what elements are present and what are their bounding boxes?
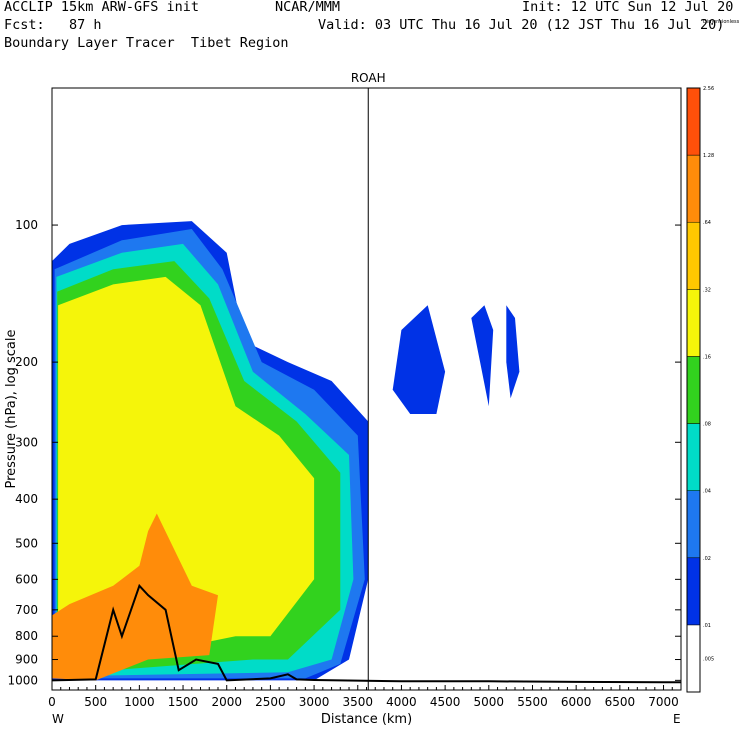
header-line2-right: Valid: 03 UTC Thu 16 Jul 20 (12 JST Thu … bbox=[318, 17, 725, 33]
chart-title: ROAH bbox=[351, 71, 386, 85]
colorbar-swatch bbox=[686, 289, 701, 357]
colorbar-swatch bbox=[686, 423, 701, 491]
fill-contour-8 bbox=[506, 305, 520, 399]
colorbar-frame bbox=[686, 87, 701, 693]
colorbar-label: Dimensionless bbox=[703, 19, 740, 25]
colorbar-label: .02 bbox=[703, 556, 711, 562]
fill-contour-7 bbox=[471, 305, 494, 407]
x-tick-label: 2000 bbox=[211, 695, 242, 709]
x-tick-label: 3000 bbox=[299, 695, 330, 709]
colorbar-label: .04 bbox=[703, 489, 711, 495]
colorbar-label: .16 bbox=[703, 354, 711, 360]
colorbar-label: .32 bbox=[703, 287, 711, 293]
colorbar-label: .08 bbox=[703, 422, 711, 428]
colorbar-swatch bbox=[686, 154, 701, 223]
x-tick-label: 3500 bbox=[342, 695, 373, 709]
y-tick-label: 300 bbox=[15, 435, 38, 449]
x-ticks: 0 500 1000 1500 2000 2500 3000 3500 4000 4500 5000… bbox=[48, 685, 682, 709]
x-tick-label: 4000 bbox=[386, 695, 417, 709]
x-tick-label: 7000 bbox=[648, 695, 679, 709]
x-end-label-right: E bbox=[673, 712, 681, 726]
y-tick-label: 600 bbox=[15, 572, 38, 586]
x-tick-label: 1500 bbox=[168, 695, 199, 709]
x-tick-label: 500 bbox=[84, 695, 107, 709]
colorbar-swatch bbox=[686, 490, 701, 559]
x-tick-label: 4500 bbox=[430, 695, 461, 709]
colorbar: .005 .01 .02 .04 .08 .16 .32 .64 1.28 2.56 Dimensi… bbox=[686, 19, 740, 693]
y-tick-label: 900 bbox=[15, 653, 38, 667]
header-line3-left: Boundary Layer Tracer Tibet Region bbox=[4, 35, 289, 51]
colorbar-label: .01 bbox=[703, 623, 711, 629]
y-tick-label: 1000 bbox=[7, 673, 38, 687]
colorbar-swatch bbox=[686, 557, 701, 626]
y-tick-label: 700 bbox=[15, 603, 38, 617]
y-tick-label: 200 bbox=[15, 355, 38, 369]
colorbar-swatch bbox=[686, 356, 701, 424]
colorbar-label: 2.56 bbox=[703, 86, 714, 92]
y-tick-label: 100 bbox=[15, 218, 38, 232]
header-line2-left: Fcst: 87 h bbox=[4, 17, 102, 33]
y-tick-label: 400 bbox=[15, 492, 38, 506]
colorbar-label: .64 bbox=[703, 220, 711, 226]
colorbar-swatch bbox=[686, 624, 701, 693]
colorbar-swatch bbox=[686, 87, 701, 156]
x-end-label-left: W bbox=[52, 712, 64, 726]
y-tick-label: 800 bbox=[15, 629, 38, 643]
colorbar-swatch bbox=[686, 221, 701, 290]
fill-contours bbox=[52, 221, 520, 681]
y-axis-label: Pressure (hPa), log scale bbox=[4, 330, 19, 489]
x-tick-label: 2500 bbox=[255, 695, 286, 709]
fill-contour-6 bbox=[392, 305, 446, 414]
header-line1-left: ACCLIP 15km ARW-GFS init bbox=[4, 0, 200, 15]
y-ticks: 100 200 300 400 500 600 700 800 900 1000 bbox=[7, 218, 681, 687]
x-tick-label: 5000 bbox=[474, 695, 505, 709]
x-tick-label: 6000 bbox=[561, 695, 592, 709]
colorbar-label: .005 bbox=[703, 656, 714, 662]
x-tick-label: 5500 bbox=[517, 695, 548, 709]
y-tick-label: 500 bbox=[15, 536, 38, 550]
x-tick-label: 0 bbox=[48, 695, 56, 709]
colorbar-label: 1.28 bbox=[703, 153, 714, 159]
x-tick-label: 1000 bbox=[124, 695, 155, 709]
x-axis-label: Distance (km) bbox=[321, 712, 412, 727]
header-line1-right: Init: 12 UTC Sun 12 Jul 20 bbox=[522, 0, 734, 15]
fill-contour-4 bbox=[58, 276, 315, 673]
x-tick-label: 6500 bbox=[605, 695, 636, 709]
header-line1-center: NCAR/MMM bbox=[275, 0, 341, 15]
terrain-line bbox=[51, 583, 681, 684]
